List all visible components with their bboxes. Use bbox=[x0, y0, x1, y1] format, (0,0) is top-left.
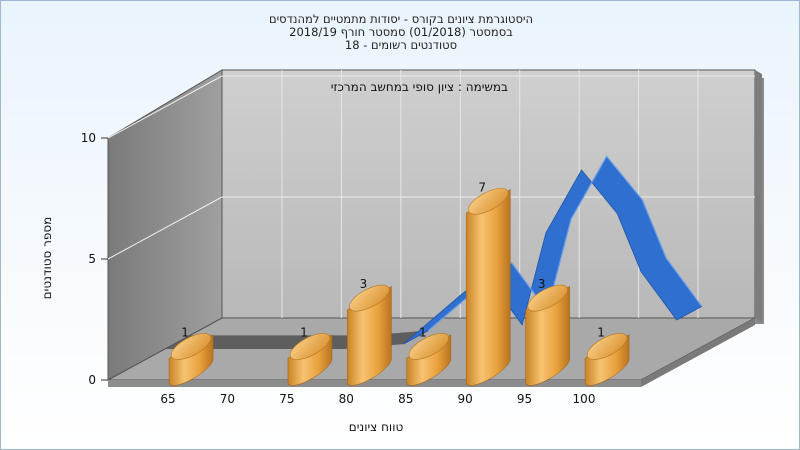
bar-top bbox=[527, 284, 568, 312]
bar-value-label: 1 bbox=[300, 326, 308, 340]
chart-title: היסטוגרמת ציונים בקורס - יסודות מתמטיים … bbox=[268, 12, 533, 26]
bar-65: 1 bbox=[168, 326, 214, 386]
x-tick-label: 80 bbox=[339, 392, 354, 406]
chart-subtitle-semester: בסמסטר (01/2018) סמסטר חורף 2018/19 bbox=[289, 25, 513, 39]
side-gridline bbox=[107, 75, 223, 139]
x-axis-label: טווח ציונים bbox=[349, 420, 404, 434]
bar-top bbox=[170, 333, 212, 360]
bar-75: 1 bbox=[287, 326, 333, 386]
bar-top bbox=[408, 333, 449, 360]
side-gridline bbox=[107, 196, 223, 260]
bar-value-label: 1 bbox=[181, 326, 189, 340]
x-tick-label: 85 bbox=[398, 392, 413, 406]
bar-value-label: 7 bbox=[478, 180, 486, 194]
chart-annotation: במשימה : ציון סופי במחשב המרכזי bbox=[331, 80, 508, 94]
x-tick-label: 65 bbox=[160, 392, 175, 406]
x-tick-label: 90 bbox=[458, 392, 473, 406]
bar-top bbox=[468, 187, 509, 215]
x-axis-ticks: 65 70 75 80 85 90 95 100 bbox=[160, 392, 595, 406]
y-tick-label: 5 bbox=[88, 252, 96, 266]
bar-value-label: 1 bbox=[419, 326, 427, 340]
bar-80: 3 bbox=[347, 277, 392, 386]
bar-95: 3 bbox=[525, 277, 570, 386]
bar-top bbox=[586, 333, 628, 360]
y-tick-label: 0 bbox=[88, 373, 96, 387]
y-axis-ticks: 0 5 10 bbox=[81, 131, 108, 387]
y-axis-label: מספר סטודנטים bbox=[40, 217, 54, 300]
bars: 1 1 3 1 7 3 1 bbox=[168, 180, 630, 386]
floor-front-edge bbox=[108, 380, 641, 387]
bar-top bbox=[289, 333, 331, 360]
y-tick-label: 10 bbox=[81, 131, 96, 145]
x-tick-label: 95 bbox=[517, 392, 532, 406]
x-tick-label: 70 bbox=[220, 392, 235, 406]
x-tick-label: 75 bbox=[279, 392, 294, 406]
x-tick-label: 100 bbox=[573, 392, 596, 406]
bar-90: 7 bbox=[465, 180, 511, 386]
bar-85: 1 bbox=[406, 326, 452, 386]
bar-value-label: 1 bbox=[597, 326, 605, 340]
chart-subtitle-students: סטודנטים רשומים - 18 bbox=[344, 38, 458, 52]
bar-body bbox=[465, 189, 511, 386]
floor-side-edge bbox=[641, 318, 755, 387]
back-wall-right-edge bbox=[755, 70, 762, 322]
bar-value-label: 3 bbox=[538, 277, 546, 291]
bar-top bbox=[349, 284, 390, 312]
bar-value-label: 3 bbox=[360, 277, 368, 291]
bar-100: 1 bbox=[584, 326, 630, 386]
